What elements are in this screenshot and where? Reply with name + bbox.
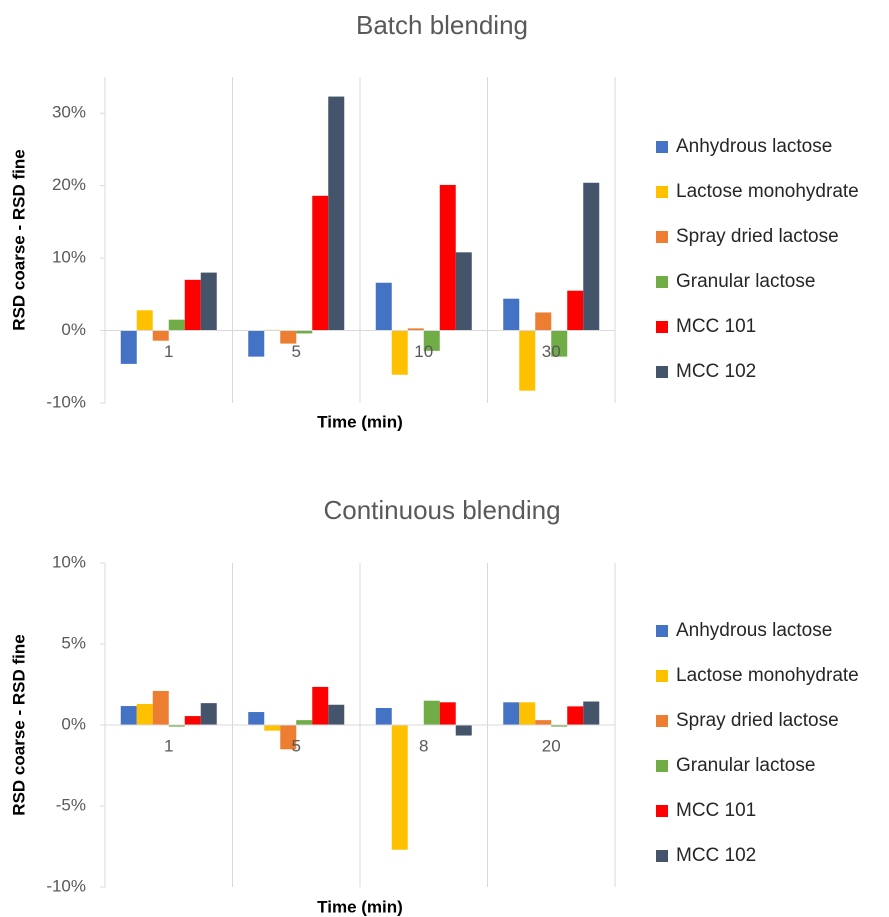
legend-swatch: [656, 760, 668, 772]
legend-swatch: [656, 625, 668, 637]
bar: [200, 703, 217, 725]
bar: [423, 700, 440, 725]
bar: [503, 702, 520, 725]
bar: [535, 720, 552, 725]
x-tick-label: 5: [292, 736, 301, 755]
y-tick-label: 30%: [52, 103, 86, 122]
bar: [423, 330, 440, 351]
bar: [168, 319, 185, 331]
bar: [519, 330, 536, 391]
legend-label: Anhydrous lactose: [676, 620, 832, 641]
x-tick-label: 5: [292, 342, 301, 361]
legend-label: MCC 101: [676, 800, 756, 821]
y-tick-label: -5%: [56, 795, 86, 814]
bar: [328, 96, 345, 331]
legend-label: Anhydrous lactose: [676, 136, 832, 157]
bar: [503, 298, 520, 331]
legend-swatch: [656, 366, 668, 378]
bar: [200, 272, 217, 331]
legend-label: MCC 101: [676, 316, 756, 337]
x-tick-label: 8: [419, 736, 428, 755]
x-tick-label: 1: [164, 342, 173, 361]
legend-swatch: [656, 186, 668, 198]
legend-label: Lactose monohydrate: [676, 181, 859, 202]
y-tick-label: 10%: [52, 552, 86, 571]
x-tick-label: 10: [414, 342, 433, 361]
bar: [152, 330, 169, 341]
bar: [551, 330, 568, 357]
bar: [391, 725, 408, 850]
legend-label: Granular lactose: [676, 755, 815, 776]
y-tick-label: 10%: [52, 248, 86, 267]
y-tick-label: 0%: [61, 714, 86, 733]
legend-swatch: [656, 715, 668, 727]
bar: [136, 703, 153, 725]
legend-label: MCC 102: [676, 845, 756, 866]
bar: [152, 690, 169, 725]
bar: [375, 707, 392, 725]
legend-swatch: [656, 231, 668, 243]
bar: [567, 706, 584, 725]
legend-label: Lactose monohydrate: [676, 665, 859, 686]
legend-swatch: [656, 805, 668, 817]
bar: [375, 282, 392, 331]
y-tick-label: 0%: [61, 320, 86, 339]
legend-label: Spray dried lactose: [676, 710, 839, 731]
bar: [391, 330, 408, 375]
y-tick-label: 20%: [52, 175, 86, 194]
y-tick-label: -10%: [46, 392, 86, 411]
bar: [407, 328, 424, 331]
legend-swatch: [656, 276, 668, 288]
legend-swatch: [656, 850, 668, 862]
bar: [583, 701, 600, 725]
bar: [120, 330, 137, 364]
legend-swatch: [656, 141, 668, 153]
x-axis-title: Time (min): [317, 412, 403, 431]
x-axis-title: Time (min): [317, 897, 403, 916]
y-tick-label: 5%: [61, 633, 86, 652]
bar: [296, 330, 313, 334]
bar: [439, 184, 456, 331]
bar: [120, 706, 137, 725]
y-axis-title: RSD coarse - RSD fine: [9, 634, 28, 815]
bar: [455, 252, 472, 331]
bar: [328, 704, 345, 725]
bar: [136, 310, 153, 331]
x-tick-label: 30: [542, 342, 561, 361]
y-tick-label: -10%: [46, 876, 86, 895]
bar: [455, 725, 472, 736]
bar: [280, 330, 297, 344]
legend-label: Granular lactose: [676, 271, 815, 292]
bar: [439, 702, 456, 725]
legend-swatch: [656, 670, 668, 682]
bar: [248, 330, 265, 357]
bar: [296, 720, 313, 725]
bar: [184, 716, 201, 725]
bar: [248, 712, 265, 725]
x-tick-label: 1: [164, 736, 173, 755]
bar: [280, 725, 297, 750]
bar: [312, 195, 329, 331]
legend-label: Spray dried lactose: [676, 226, 839, 247]
bar: [519, 702, 536, 725]
bar: [264, 725, 281, 731]
bar: [312, 686, 329, 725]
bar: [535, 312, 552, 331]
bar: [583, 182, 600, 331]
chart-title: Continuous blending: [323, 495, 560, 525]
legend-swatch: [656, 321, 668, 333]
chart-title: Batch blending: [356, 10, 528, 40]
legend-label: MCC 102: [676, 361, 756, 382]
bar: [168, 725, 185, 727]
y-axis-title: RSD coarse - RSD fine: [9, 149, 28, 330]
bar: [184, 279, 201, 331]
x-tick-label: 20: [542, 736, 561, 755]
bar: [551, 725, 568, 727]
bar: [567, 290, 584, 331]
